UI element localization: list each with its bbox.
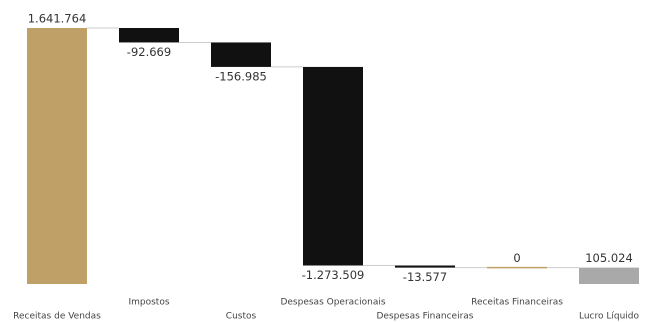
x-tick-label: Despesas Operacionais (280, 298, 385, 308)
bar (119, 28, 179, 43)
value-label: -13.577 (403, 270, 447, 284)
bar (487, 266, 547, 269)
bar (303, 66, 363, 266)
value-label: -92.669 (127, 45, 171, 59)
x-tick-label: Lucro Líquido (579, 312, 640, 322)
x-tick-label: Receitas de Vendas (13, 312, 101, 322)
x-tick-label: Impostos (128, 298, 169, 308)
bar (395, 265, 455, 268)
value-label: -156.985 (215, 69, 267, 83)
value-label: -1.273.509 (302, 268, 365, 282)
x-tick-label: Despesas Financeiras (377, 312, 474, 322)
value-label: 1.641.764 (28, 12, 87, 26)
value-label: 105.024 (585, 251, 633, 265)
bar (579, 267, 639, 284)
x-tick-label: Custos (226, 312, 257, 322)
x-tick-label: Receitas Financeiras (471, 298, 563, 308)
value-label: 0 (513, 251, 520, 265)
bar (211, 42, 271, 67)
bar (27, 28, 87, 284)
